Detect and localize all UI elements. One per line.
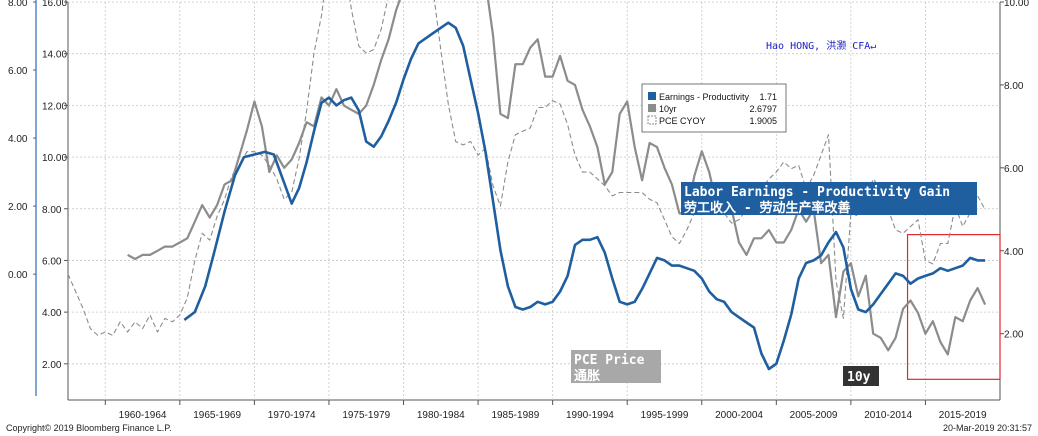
- pce-price-label: PCE Price 通胀: [571, 350, 661, 384]
- earnings-tick-label: 6.00: [42, 256, 62, 267]
- pce-tick-label: 4.00: [8, 134, 28, 145]
- x-category-label: 1965-1969: [193, 410, 241, 421]
- legend-item-10yr: 10yr 2.6797: [648, 104, 777, 114]
- x-category-label: 1960-1964: [119, 410, 167, 421]
- pce-tick-label: 2.00: [8, 202, 28, 213]
- left-axis-earnings: 16.00 14.00 12.00 10.00 8.00 6.00 4.00 2.00: [42, 0, 68, 371]
- x-category-label: 1975-1979: [342, 410, 390, 421]
- earnings-tick-label: 10.00: [42, 153, 67, 164]
- earnings-tick-label: 8.00: [42, 205, 62, 216]
- legend-swatch-10yr: [648, 104, 656, 112]
- earnings-tick-label: 14.00: [42, 50, 67, 61]
- labor-earnings-label-line1: Labor Earnings - Productivity Gain: [684, 185, 950, 200]
- author-label: Hao HONG, 洪灏 CFA↵: [766, 40, 876, 52]
- tenyr-tick-label: 2.00: [1004, 330, 1024, 341]
- tenyr-tick-label: 8.00: [1004, 81, 1024, 92]
- series-10yr-line: [127, 0, 987, 356]
- legend: Earnings - Productivity 1.71 10yr 2.6797…: [641, 83, 787, 133]
- right-axis-10yr: 10.00 8.00 6.00 4.00 2.00: [1000, 0, 1029, 341]
- series-pce-line: [67, 0, 986, 336]
- series-lines: [67, 0, 987, 371]
- x-category-label: 2015-2019: [939, 410, 987, 421]
- pce-tick-label: 0.00: [8, 270, 28, 281]
- legend-item-pce: PCE CYOY 1.9005: [647, 115, 777, 126]
- legend-10yr-name: 10yr: [659, 104, 677, 114]
- labor-earnings-label-line2: 劳工收入 - 劳动生产率改善: [684, 200, 850, 216]
- series-earnings-line: [183, 21, 986, 371]
- tenyr-tick-label: 6.00: [1004, 164, 1024, 175]
- labor-earnings-label: Labor Earnings - Productivity Gain 劳工收入 …: [681, 182, 977, 216]
- tenyr-tick-label: 4.00: [1004, 247, 1024, 258]
- highlight-rect: [906, 233, 1001, 380]
- pce-tick-label: 8.00: [8, 0, 28, 9]
- legend-swatch-earnings: [648, 92, 656, 100]
- legend-pce-value: 1.9005: [749, 116, 777, 126]
- x-category-label: 1970-1974: [268, 410, 316, 421]
- legend-item-earnings: Earnings - Productivity 1.71: [648, 92, 777, 102]
- legend-pce-name: PCE CYOY: [659, 116, 706, 126]
- tenyear-label-text: 10y: [847, 370, 871, 385]
- x-category-label: 1985-1989: [491, 410, 539, 421]
- copyright: Copyright© 2019 Bloomberg Finance L.P.: [6, 423, 172, 433]
- earnings-tick-label: 4.00: [42, 308, 62, 319]
- pce-tick-label: 6.00: [8, 66, 28, 77]
- x-category-label: 1990-1994: [566, 410, 614, 421]
- legend-earnings-value: 1.71: [759, 92, 777, 102]
- pce-price-label-line1: PCE Price: [574, 353, 645, 368]
- highlight-box: [906, 233, 1001, 380]
- earnings-tick-label: 12.00: [42, 101, 67, 112]
- x-axis: 1960-1964 1965-1969 1970-1974 1975-1979 1980…: [104, 400, 987, 421]
- tenyear-label: 10y: [843, 366, 879, 386]
- legend-swatch-pce: [647, 115, 657, 125]
- legend-earnings-name: Earnings - Productivity: [659, 92, 750, 102]
- pce-price-label-line2: 通胀: [574, 368, 600, 384]
- left-axis-pce: 8.00 6.00 4.00 2.00 0.00: [8, 0, 37, 396]
- legend-10yr-value: 2.6797: [749, 104, 777, 114]
- earnings-tick-label: 2.00: [42, 360, 62, 371]
- x-category-label: 1980-1984: [417, 410, 465, 421]
- timestamp: 20-Mar-2019 20:31:57: [943, 423, 1032, 433]
- earnings-tick-label: 16.00: [42, 0, 67, 9]
- x-category-label: 2000-2004: [715, 410, 763, 421]
- x-category-label: 2010-2014: [864, 410, 912, 421]
- tenyr-tick-label: 10.00: [1004, 0, 1029, 9]
- x-category-label: 2005-2009: [790, 410, 838, 421]
- x-category-label: 1995-1999: [641, 410, 689, 421]
